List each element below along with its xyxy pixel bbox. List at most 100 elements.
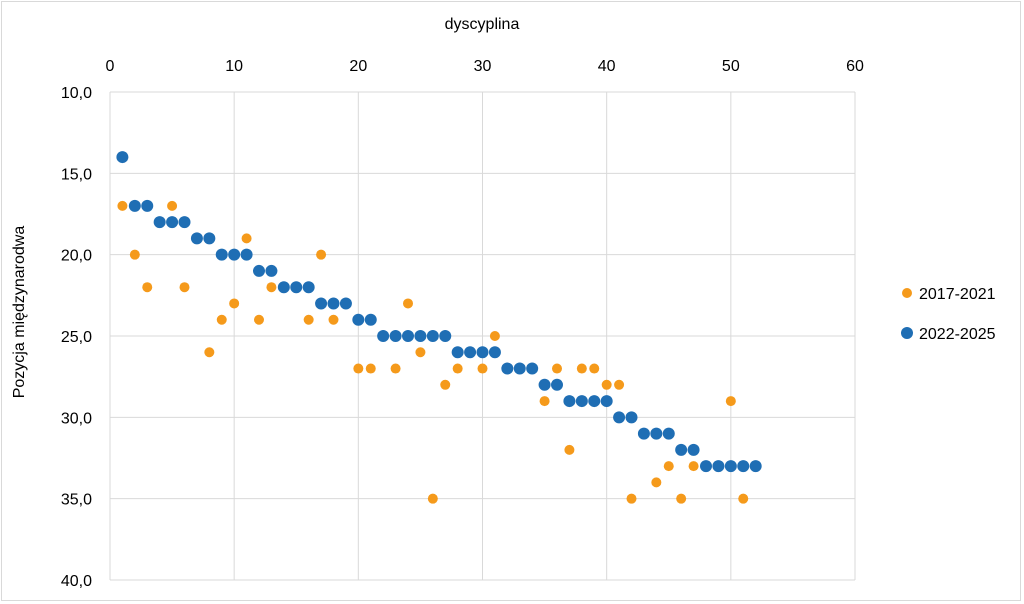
data-point	[676, 493, 687, 504]
data-point	[365, 363, 376, 374]
data-point	[563, 395, 576, 408]
data-point	[390, 363, 401, 374]
data-point	[190, 232, 203, 245]
data-point	[216, 314, 227, 325]
y-tick-labels: 10,0 15,0 20,0 25,0 30,0 35,0 40,0	[61, 85, 92, 590]
data-point	[153, 216, 166, 229]
data-point	[328, 314, 339, 325]
x-tick-label: 40	[598, 58, 616, 75]
data-point	[129, 249, 140, 260]
data-point	[551, 378, 563, 391]
x-tick-labels: 0 10 20 30 40 50 60	[106, 58, 864, 75]
data-point	[650, 427, 663, 440]
data-point	[687, 443, 700, 456]
data-point	[737, 460, 750, 473]
data-point	[625, 411, 638, 424]
data-point	[290, 281, 303, 294]
y-tick-label: 25,0	[61, 329, 92, 346]
data-point	[538, 378, 551, 391]
y-tick-label: 30,0	[61, 410, 92, 427]
data-point	[166, 216, 179, 229]
y-tick-label: 10,0	[61, 85, 92, 102]
data-point	[600, 395, 613, 408]
data-point	[488, 346, 501, 359]
data-point	[302, 281, 315, 294]
data-point	[464, 346, 477, 359]
data-point	[265, 264, 278, 277]
data-point	[116, 151, 129, 164]
y-tick-label: 15,0	[61, 166, 92, 183]
data-point	[427, 493, 438, 504]
data-point	[564, 444, 575, 455]
data-point	[204, 347, 215, 358]
data-point	[614, 379, 625, 390]
data-point	[353, 363, 364, 374]
data-point	[700, 460, 712, 473]
data-point	[575, 395, 588, 408]
data-point	[141, 199, 154, 212]
data-point	[339, 297, 352, 310]
data-point	[228, 248, 241, 261]
data-point	[451, 346, 464, 359]
data-point	[316, 249, 327, 260]
series-2022-2025-points	[116, 151, 762, 473]
data-point	[513, 362, 526, 375]
data-point	[601, 379, 612, 390]
data-point	[651, 477, 662, 488]
data-point	[552, 363, 562, 374]
x-axis-title: dyscyplina	[445, 16, 520, 33]
data-point	[526, 362, 539, 375]
x-tick-label: 60	[846, 58, 864, 75]
data-point	[240, 248, 253, 261]
x-tick-label: 10	[225, 58, 243, 75]
data-point	[576, 363, 587, 374]
data-point	[724, 460, 737, 473]
data-point	[253, 264, 265, 277]
data-point	[377, 330, 390, 342]
legend-item: 2022-2025	[901, 326, 996, 343]
legend-marker	[902, 288, 912, 298]
data-point	[626, 493, 637, 504]
data-point	[589, 363, 600, 374]
y-tick-label: 35,0	[61, 492, 92, 509]
x-tick-label: 20	[349, 58, 367, 75]
x-tick-label: 50	[722, 58, 740, 75]
data-point	[403, 298, 413, 309]
data-point	[440, 379, 451, 390]
data-point	[476, 346, 489, 359]
data-point	[142, 282, 153, 293]
y-axis-title: Pozycja międzynarodwa	[11, 226, 28, 399]
data-point	[489, 331, 500, 341]
data-point	[725, 396, 736, 407]
data-point	[452, 363, 463, 374]
series-2017-2021-points	[117, 200, 749, 504]
data-point	[675, 443, 688, 456]
legend-label: 2022-2025	[919, 326, 996, 343]
data-point	[117, 200, 128, 211]
x-tick-label: 30	[474, 58, 492, 75]
y-tick-label: 20,0	[61, 248, 92, 265]
data-point	[266, 282, 277, 293]
data-point	[303, 314, 314, 325]
data-point	[712, 460, 725, 473]
data-point	[277, 281, 290, 294]
data-point	[613, 411, 626, 424]
data-point	[477, 363, 488, 374]
y-tick-label: 40,0	[61, 573, 92, 590]
legend-marker	[901, 327, 913, 339]
data-point	[241, 233, 252, 244]
data-point	[179, 282, 190, 293]
data-point	[539, 396, 550, 407]
data-point	[738, 493, 749, 504]
data-point	[688, 461, 699, 472]
data-point	[167, 200, 178, 211]
data-point	[414, 330, 427, 342]
data-point	[663, 461, 674, 472]
data-point	[215, 248, 228, 261]
gridlines	[109, 91, 856, 581]
data-point	[254, 314, 264, 325]
data-point	[352, 313, 365, 326]
data-point	[588, 395, 601, 408]
